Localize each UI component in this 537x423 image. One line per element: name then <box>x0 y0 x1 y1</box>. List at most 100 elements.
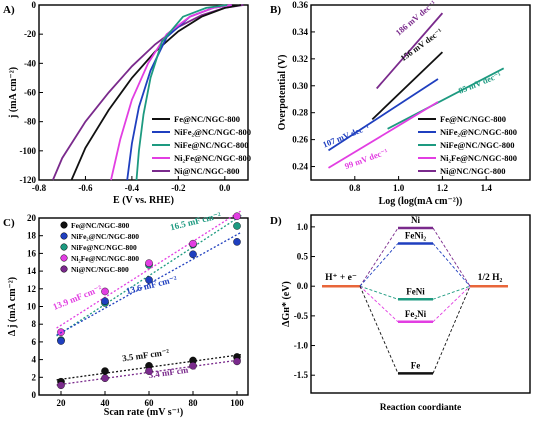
y-tick-label: 20 <box>27 213 37 223</box>
y-tick-label: 8 <box>32 319 37 329</box>
legend-marker <box>60 254 68 262</box>
y-tick-label: 0.5 <box>297 252 309 262</box>
legend-label: Fe@NC/NGC-800 <box>71 221 129 230</box>
x-axis-label: Scan rate (mV s⁻¹) <box>104 407 183 418</box>
data-point <box>233 212 241 221</box>
y-tick-label: 4 <box>32 355 37 365</box>
legend-label: Ni₂Fe@NC/NGC-800 <box>440 153 517 163</box>
y-axis-label: Δ j (mA cm⁻²) <box>7 277 18 336</box>
x-tick-label: -0.8 <box>32 183 47 193</box>
data-point <box>101 287 109 296</box>
lsv-curve <box>110 4 232 181</box>
tafel-line <box>328 78 439 152</box>
y-tick-label: 0.32 <box>292 54 308 64</box>
y-tick-label: -60 <box>24 88 36 98</box>
legend-label: Ni₂Fe@NC/NGC-800 <box>71 254 139 263</box>
y-tick-label: 0 <box>32 390 37 400</box>
data-point <box>189 361 197 370</box>
lsv-curve <box>135 4 228 181</box>
y-tick-label: 18 <box>27 231 37 241</box>
data-point <box>189 250 197 259</box>
pathway-connector <box>359 286 399 374</box>
panel-c-capacitance-chart: 20 40 60 80 100 0 2 4 6 8 10 12 14 16 18 20 Scan rate (m… <box>3 210 249 418</box>
x-axis-label: E (V vs. RHE) <box>113 195 174 206</box>
data-point <box>101 367 109 375</box>
panel-a-lsv-chart: -0.8 -0.6 -0.4 -0.2 0.0 0 -20 -40 -60 -80 -100 -120… <box>3 0 251 206</box>
data-point <box>233 357 241 366</box>
legend-label: Ni@NC/NGC-800 <box>440 166 506 176</box>
y-tick-label: 12 <box>27 284 37 294</box>
y-tick-label: 0.34 <box>292 27 308 37</box>
linear-fit <box>56 210 242 329</box>
y-tick-label: 1.0 <box>297 222 309 232</box>
tafel-line <box>328 101 439 169</box>
legend-label: Fe@NC/NGC-800 <box>174 114 240 124</box>
x-tick-label: 100 <box>230 398 244 408</box>
x-tick-label: 20 <box>57 398 67 408</box>
y-tick-label: 0.28 <box>292 108 308 118</box>
x-tick-label: -0.6 <box>78 183 93 193</box>
legend-label: NiFe₂@NC/NGC-800 <box>71 232 139 241</box>
slope-annotation: 85 mV dec⁻¹ <box>457 69 503 95</box>
panel-b-frame <box>310 4 531 181</box>
panel-d-frame <box>310 214 531 394</box>
pathway-connector <box>359 227 399 287</box>
legend-marker <box>60 221 68 229</box>
final-state-label: 1/2 H₂ <box>478 273 503 283</box>
pathway-connector <box>359 243 399 287</box>
intermediate-label: Fe <box>411 360 421 370</box>
slope-annotation: 99 mV dec⁻¹ <box>343 146 389 171</box>
tafel-line <box>371 51 444 121</box>
intermediate-label: FeNi <box>406 286 425 296</box>
data-point <box>233 238 241 246</box>
y-tick-label: -40 <box>24 58 36 68</box>
data-point <box>233 222 241 230</box>
y-axis-label: j (mA cm⁻²) <box>8 67 19 119</box>
linear-fit <box>56 214 242 337</box>
y-axis-label: Overpotential (V) <box>277 55 288 131</box>
data-point <box>101 374 109 382</box>
slope-annotation: 3.4 mF cm⁻² <box>148 364 197 381</box>
legend-label: NiFe@NC/NGC-800 <box>71 243 137 252</box>
slope-annotation: 16.5 mF cm⁻² <box>169 210 222 232</box>
panel-label: B) <box>270 4 281 16</box>
y-tick-label: -120 <box>20 175 37 185</box>
legend-label: NiFe₂@NC/NGC-800 <box>174 127 251 137</box>
data-point <box>145 276 153 284</box>
legend-label: Ni@NC/NGC-800 <box>71 265 129 274</box>
panel-d-free-energy-diagram: 1.0 0.5 0.0 -0.5 -1.0 -1.5 ΔGʜ* (eV) Reaction c… <box>270 214 531 413</box>
legend-label: NiFe₂@NC/NGC-800 <box>440 127 517 137</box>
slope-annotation: 13.6 mF cm⁻² <box>125 274 178 296</box>
pathway-connector <box>432 285 471 300</box>
intermediate-label: FeNi₂ <box>405 230 426 240</box>
data-point <box>101 297 109 305</box>
panel-label: D) <box>270 215 282 227</box>
slope-annotation: 13.9 mF cm⁻² <box>51 283 103 312</box>
legend-marker <box>60 243 68 251</box>
x-tick-label: 1.2 <box>437 183 449 193</box>
y-tick-label: -100 <box>20 146 37 156</box>
pathway-connector <box>359 285 399 323</box>
data-point <box>57 381 65 390</box>
legend-label: NiFe@NC/NGC-800 <box>440 140 514 150</box>
y-tick-label: 6 <box>32 337 37 347</box>
panel-label: C) <box>3 217 15 229</box>
y-tick-label: 0.30 <box>292 81 308 91</box>
slope-annotation: 3.5 mF cm⁻² <box>121 347 170 364</box>
data-point <box>57 337 65 345</box>
data-point <box>189 239 197 248</box>
y-tick-label: -1.0 <box>294 341 309 351</box>
legend-marker <box>60 232 68 240</box>
y-tick-label: 10 <box>27 302 37 312</box>
tafel-line <box>376 12 444 90</box>
panel-label: A) <box>3 4 15 16</box>
y-tick-label: 0.36 <box>292 0 308 10</box>
x-tick-label: 1.0 <box>393 183 405 193</box>
legend-marker <box>60 265 68 273</box>
pathway-connector <box>432 285 471 323</box>
x-tick-label: 80 <box>189 398 199 408</box>
y-tick-label: -1.5 <box>294 370 309 380</box>
legend-label: Ni@NC/NGC-800 <box>174 166 240 176</box>
intermediate-label: Fe₂Ni <box>405 309 427 319</box>
